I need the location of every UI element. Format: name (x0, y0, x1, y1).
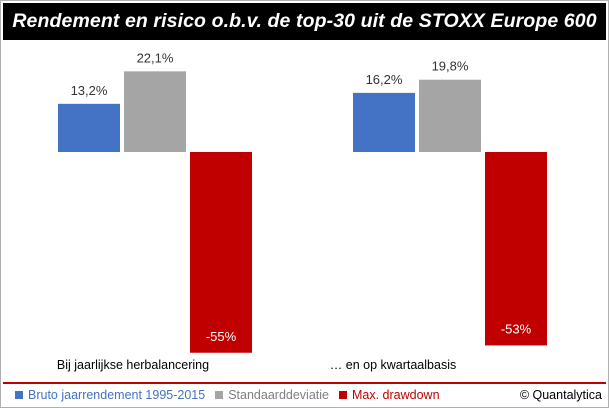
chart-title: Rendement en risico o.b.v. de top-30 uit… (12, 10, 597, 32)
legend-label-return: Bruto jaarrendement 1995-2015 (28, 388, 206, 402)
data-label-return-1: 13,2% (71, 83, 108, 98)
legend-item-stdev: Standaarddeviatie (215, 388, 329, 402)
data-label-return-2: 16,2% (366, 72, 403, 87)
bar-drawdown-1 (190, 152, 252, 353)
chart-legend: Bruto jaarrendement 1995-2015 Standaardd… (15, 385, 450, 405)
bottom-rule (3, 382, 606, 384)
category-label-1: Bij jaarlijkse herbalancering (57, 358, 209, 372)
chart-plot-area: 13,2% 22,1% -55% Bij jaarlijkse herbalancer… (57, 50, 547, 372)
bar-return-2 (353, 92, 415, 152)
category-label-2: … en op kwartaalbasis (330, 358, 456, 372)
legend-swatch-drawdown (339, 391, 347, 399)
bar-stdev-1 (124, 71, 186, 152)
data-label-drawdown-1: -55% (206, 329, 237, 344)
legend-label-drawdown: Max. drawdown (352, 388, 440, 402)
bar-return-1 (58, 103, 120, 152)
title-bar: Rendement en risico o.b.v. de top-30 uit… (3, 3, 606, 40)
data-label-drawdown-2: -53% (501, 321, 532, 336)
legend-item-drawdown: Max. drawdown (339, 388, 440, 402)
legend-item-return: Bruto jaarrendement 1995-2015 (15, 388, 205, 402)
legend-label-stdev: Standaarddeviatie (228, 388, 329, 402)
data-label-stdev-2: 19,8% (432, 59, 469, 74)
copyright-notice: © Quantalytica (519, 388, 602, 402)
legend-swatch-stdev (215, 391, 224, 399)
bar-stdev-2 (419, 79, 481, 152)
bar-drawdown-2 (485, 152, 547, 346)
data-label-stdev-1: 22,1% (137, 50, 174, 65)
legend-swatch-return (15, 391, 23, 399)
